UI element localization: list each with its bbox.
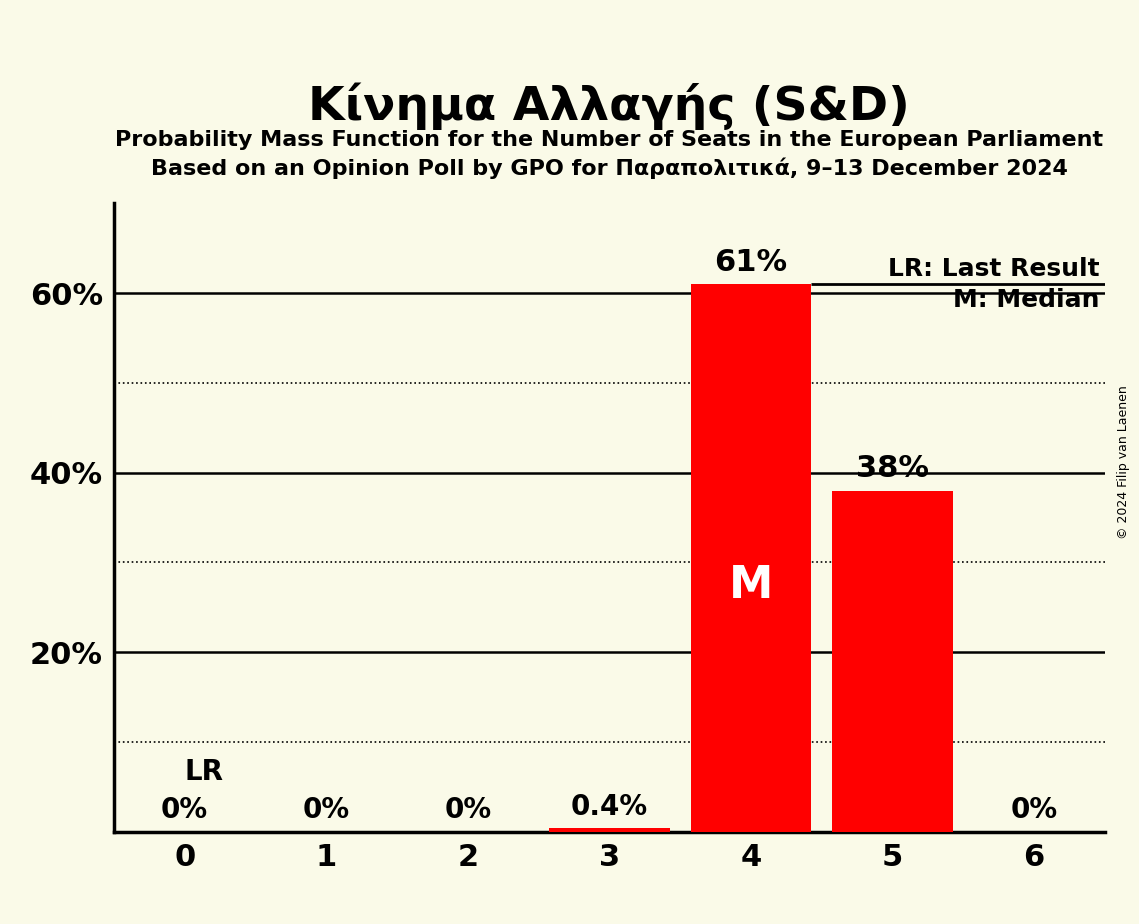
Bar (690, 284, 811, 832)
Text: LR: Last Result: LR: Last Result (888, 257, 1100, 281)
Text: 0%: 0% (444, 796, 491, 824)
Text: 61%: 61% (714, 248, 787, 277)
Text: 0%: 0% (1010, 796, 1058, 824)
Text: 0%: 0% (303, 796, 350, 824)
Text: 0.4%: 0.4% (571, 793, 648, 821)
Text: © 2024 Filip van Laenen: © 2024 Filip van Laenen (1117, 385, 1130, 539)
Text: 38%: 38% (857, 455, 929, 483)
Bar (833, 491, 952, 832)
Text: Based on an Opinion Poll by GPO for Παραπολιτικά, 9–13 December 2024: Based on an Opinion Poll by GPO for Παρα… (151, 158, 1067, 179)
Bar (549, 828, 670, 832)
Title: Κίνημα Αλλαγής (S&D): Κίνημα Αλλαγής (S&D) (309, 82, 910, 130)
Text: LR: LR (185, 758, 223, 786)
Text: M: M (729, 564, 773, 607)
Text: 0%: 0% (161, 796, 208, 824)
Text: Probability Mass Function for the Number of Seats in the European Parliament: Probability Mass Function for the Number… (115, 130, 1104, 150)
Text: M: Median: M: Median (953, 288, 1100, 312)
